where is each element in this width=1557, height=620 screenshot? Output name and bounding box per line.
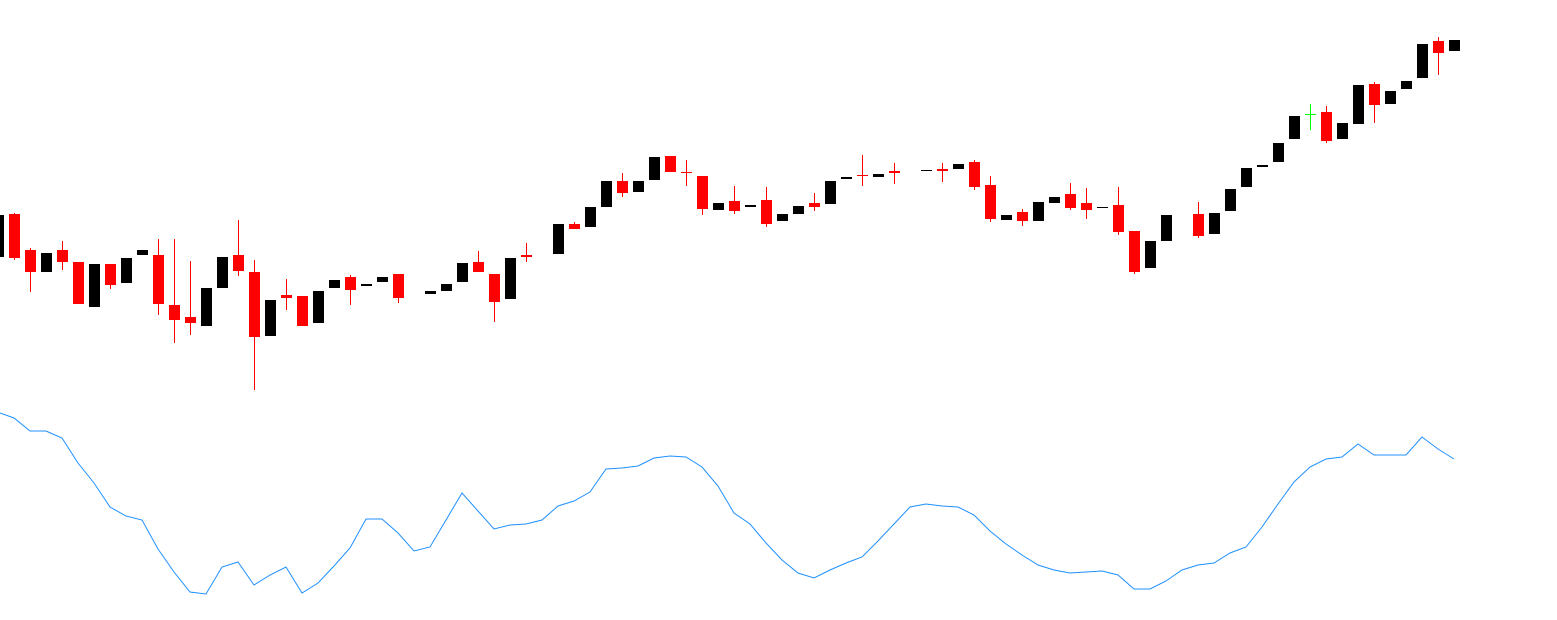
candle-body [1385,91,1396,104]
candle-body [217,257,228,288]
candle-body [1337,123,1348,139]
candle-body [57,250,68,262]
candle-body [841,177,852,179]
candle-body [873,174,884,177]
candle-body [777,214,788,221]
candle-body [169,305,180,320]
candle-body [1417,44,1428,78]
candle-body [601,181,612,207]
candle-body [937,169,948,171]
candle-body [89,264,100,307]
candle-body [1001,215,1012,220]
candle-body [921,170,932,171]
candle-body [1161,215,1172,241]
candle-body [1321,112,1332,141]
candle-body [377,277,388,282]
candle-body [393,274,404,298]
candle-body [1209,213,1220,234]
candle-body [665,156,676,172]
candle-body [729,201,740,211]
candle-body [489,274,500,302]
candle-body [825,181,836,204]
candle-body [0,215,4,257]
candle-body [425,291,436,294]
candle-body [1369,84,1380,105]
candle-body [281,295,292,298]
candle-body [857,175,868,176]
candle-body [457,263,468,282]
candle-body [1145,241,1156,268]
candle-body [345,277,356,290]
candle-body [985,185,996,219]
candle-body [505,258,516,299]
candle-body [329,280,340,288]
candle-body [249,272,260,337]
candle-body [1257,165,1268,167]
candle-body [441,284,452,291]
candle-body [1241,168,1252,187]
candle-body [1113,205,1124,232]
candle-body [25,250,36,272]
candle-body [649,157,660,180]
candle-body [185,317,196,323]
candle-body [713,203,724,210]
candle-body [1273,143,1284,162]
candle-body [969,162,980,187]
candle-body [265,300,276,336]
candle-body [761,200,772,224]
candle-body [809,203,820,207]
candle-body [1433,41,1444,53]
candle-body [553,224,564,254]
candle-body [1401,81,1412,89]
candle-body [313,291,324,323]
candle-body [297,296,308,326]
candle-body [521,255,532,257]
candle-body [1449,40,1460,51]
candle-body [889,171,900,173]
candle-body [41,253,52,272]
candle-body [121,258,132,283]
candle-body [73,262,84,304]
candle-body [1017,212,1028,221]
candle-body [473,262,484,272]
candle-body [745,205,756,207]
candle-body [1081,203,1092,210]
candle-body [1353,85,1364,124]
candle-body [153,255,164,304]
candle-body [233,255,244,271]
candle-body [793,206,804,214]
candle-body [1193,214,1204,236]
candle-body [585,207,596,227]
candle-body [617,181,628,193]
candle-body [1305,114,1316,115]
candle-body [105,264,116,285]
candle-body [1049,197,1060,203]
candle-body [633,181,644,192]
candle-body [137,250,148,255]
candle-body [1289,116,1300,139]
candle-body [1129,231,1140,272]
candle-body [953,164,964,169]
candle-body [361,284,372,286]
candle-body [9,214,20,258]
candle-body [681,172,692,173]
candle-body [1065,194,1076,208]
candle-body [201,288,212,326]
candle-body [1097,207,1108,208]
candle-body [569,224,580,229]
candle-body [1033,202,1044,221]
candle-body [697,176,708,209]
indicator-line [0,412,1455,595]
candle-body [1225,189,1236,211]
